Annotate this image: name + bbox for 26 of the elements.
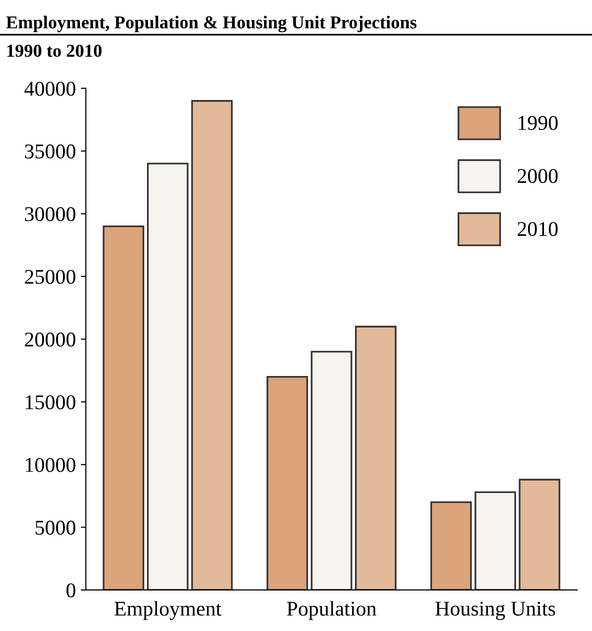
bar [310, 350, 352, 590]
x-tick-label: Housing Units [435, 602, 556, 620]
y-tick-label: 10000 [26, 458, 76, 472]
bar [266, 376, 308, 590]
y-tick-label: 20000 [24, 332, 76, 347]
bar [147, 162, 188, 590]
y-tick-label: 0 [66, 583, 76, 598]
y-tick-label: 5000 [36, 520, 76, 535]
y-tick-label: 15000 [26, 395, 76, 410]
bar [191, 100, 233, 590]
y-tick-label: 35000 [25, 144, 76, 158]
y-tick-label: 25000 [24, 270, 76, 284]
chart-subtitle: 1990 to 2010 [7, 44, 102, 57]
legend-label: 2010 [518, 222, 558, 236]
y-tick-label: 30000 [25, 207, 76, 222]
bar [430, 501, 472, 590]
y-tick-label: 40000 [24, 82, 76, 96]
bar [355, 326, 396, 590]
bar [102, 225, 144, 590]
legend-label: 1990 [518, 116, 558, 130]
bar [518, 478, 560, 590]
x-tick-label: Employment [114, 601, 222, 620]
legend-label: 2000 [518, 168, 558, 184]
x-tick-label: Population [286, 601, 376, 620]
bar [474, 491, 516, 590]
chart-title: Employment, Population & Housing Unit Projections [6, 16, 416, 32]
